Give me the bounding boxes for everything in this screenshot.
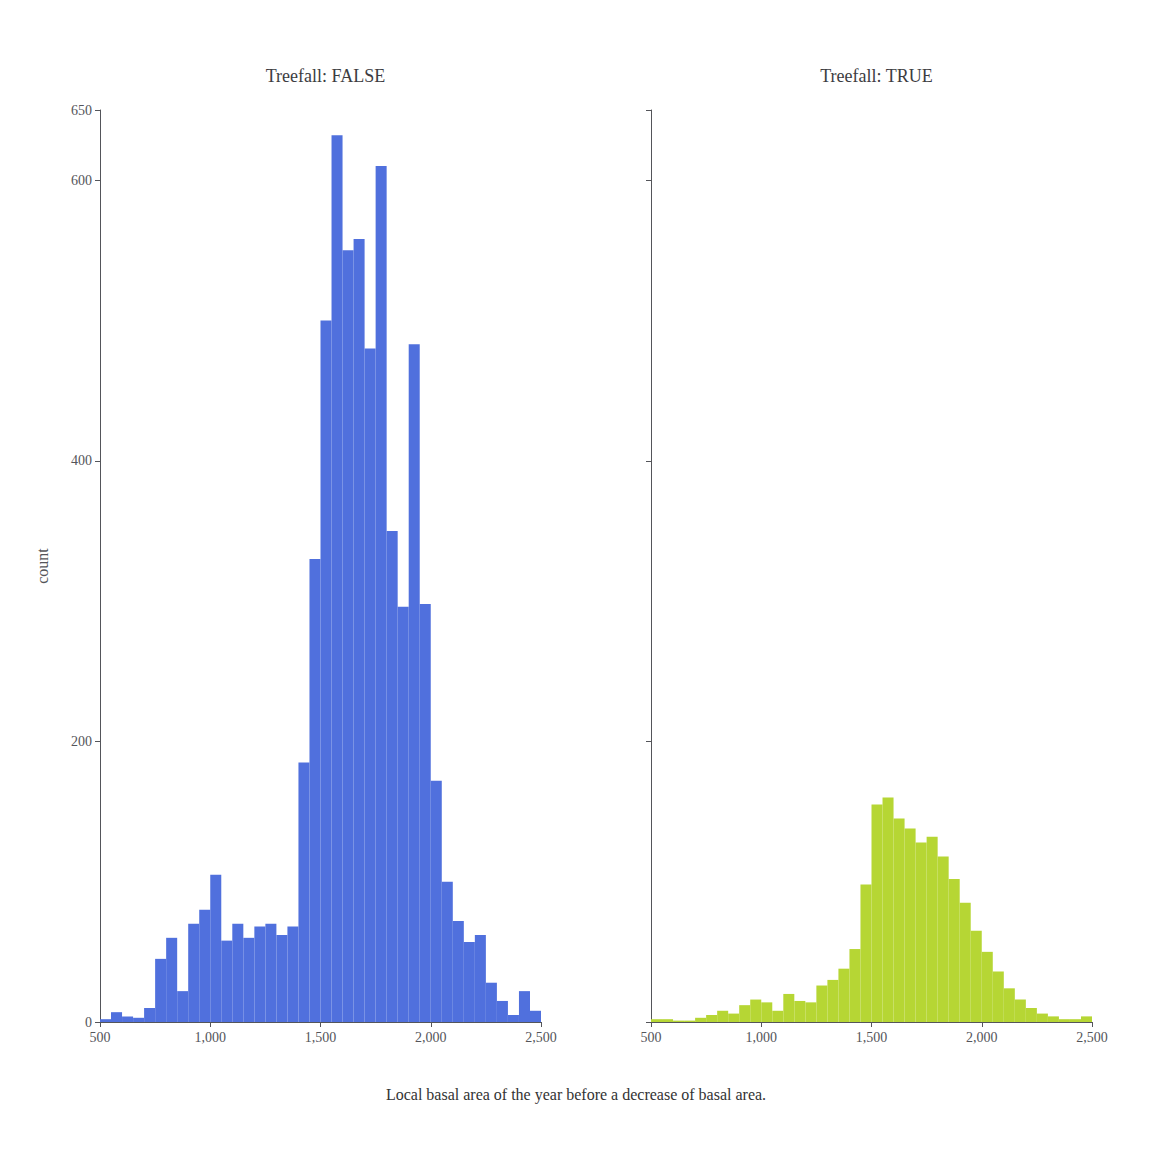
svg-text:500: 500 bbox=[90, 1030, 111, 1045]
svg-text:2,500: 2,500 bbox=[525, 1030, 557, 1045]
svg-text:2,500: 2,500 bbox=[1076, 1030, 1108, 1045]
svg-text:count: count bbox=[34, 548, 51, 584]
svg-text:600: 600 bbox=[71, 173, 92, 188]
svg-text:1,000: 1,000 bbox=[746, 1030, 778, 1045]
svg-text:0: 0 bbox=[85, 1015, 92, 1030]
svg-text:2,000: 2,000 bbox=[966, 1030, 998, 1045]
svg-text:2,000: 2,000 bbox=[415, 1030, 447, 1045]
svg-text:500: 500 bbox=[641, 1030, 662, 1045]
svg-text:200: 200 bbox=[71, 734, 92, 749]
svg-text:Treefall: FALSE: Treefall: FALSE bbox=[266, 66, 386, 86]
svg-text:Treefall: TRUE: Treefall: TRUE bbox=[820, 66, 933, 86]
svg-text:400: 400 bbox=[71, 453, 92, 468]
svg-text:Local basal area of the year b: Local basal area of the year before a de… bbox=[386, 1086, 766, 1104]
svg-text:650: 650 bbox=[71, 103, 92, 118]
svg-text:1,000: 1,000 bbox=[195, 1030, 227, 1045]
svg-text:1,500: 1,500 bbox=[305, 1030, 337, 1045]
svg-text:1,500: 1,500 bbox=[856, 1030, 888, 1045]
